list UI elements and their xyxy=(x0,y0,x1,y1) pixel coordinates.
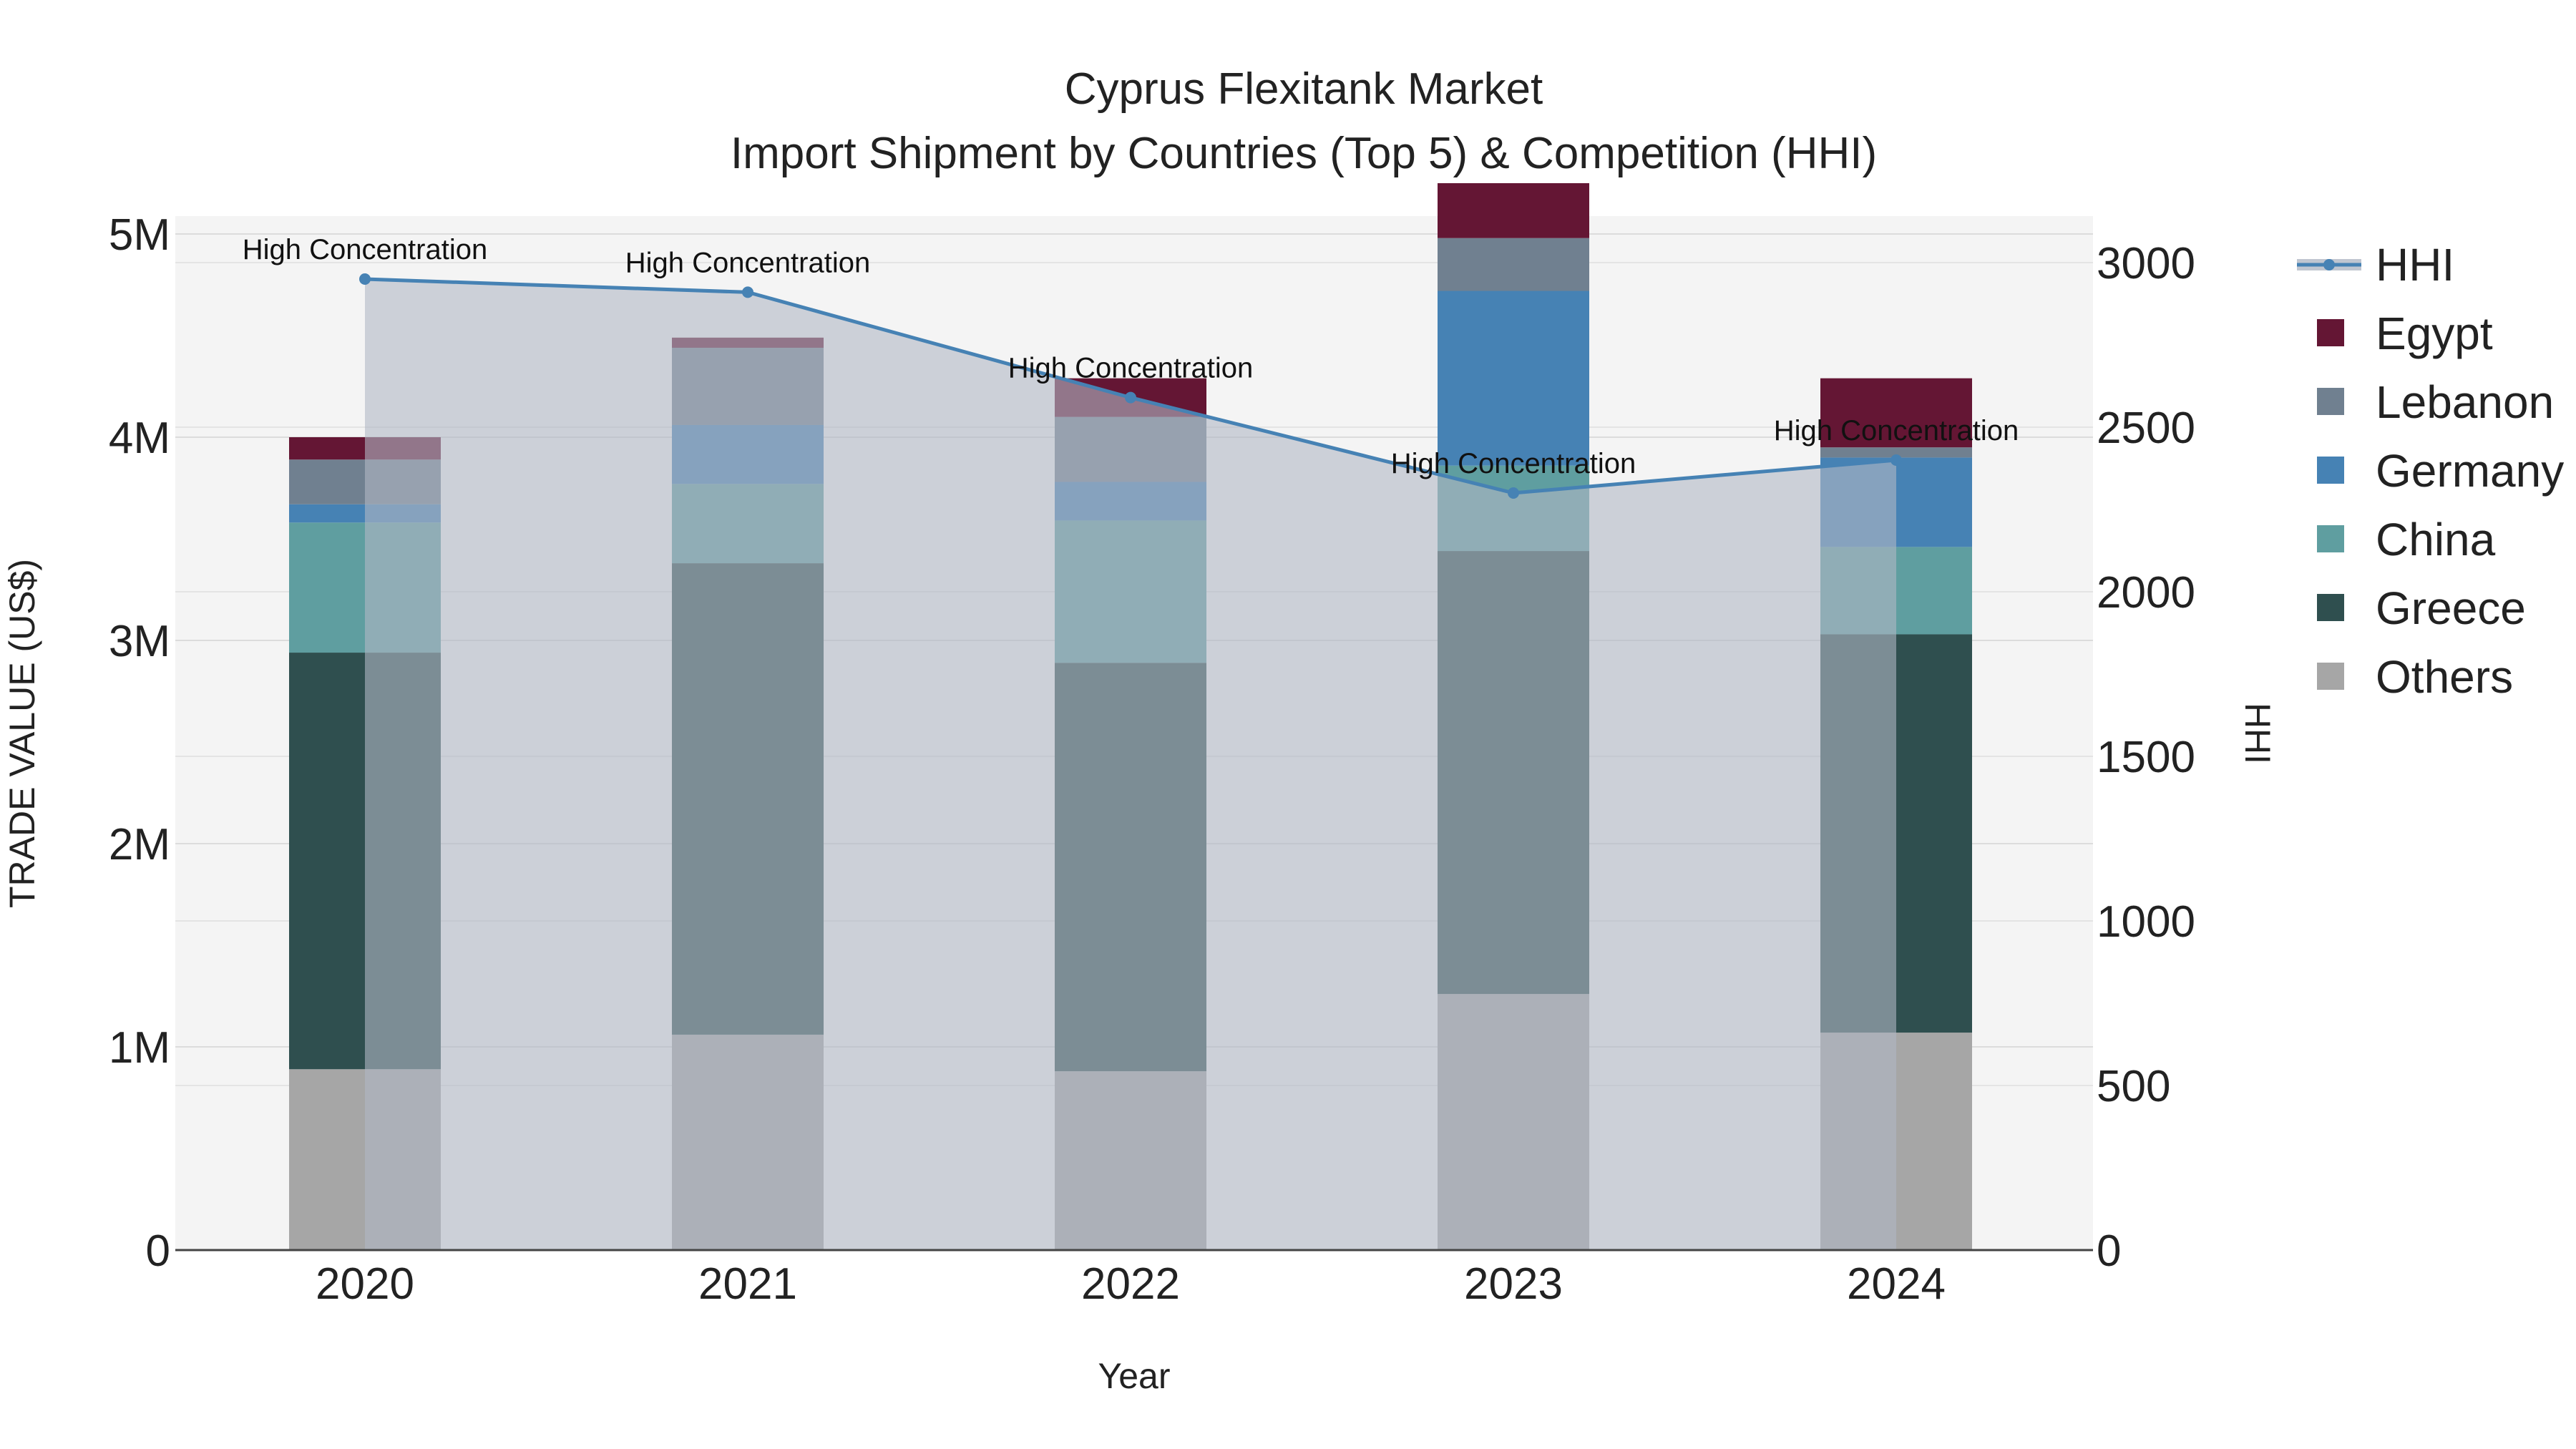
y2-tick-label: 2000 xyxy=(2097,568,2195,618)
legend-label-greece: Greece xyxy=(2376,582,2526,634)
y2-tick-label: 1500 xyxy=(2097,733,2195,782)
hhi-point-2023 xyxy=(1508,487,1519,499)
y-axis-title: TRADE VALUE (US$) xyxy=(2,559,42,908)
y2-tick-label: 2500 xyxy=(2097,404,2195,453)
hhi-annotation-2020: High Concentration xyxy=(243,234,487,265)
legend-label-egypt: Egypt xyxy=(2376,308,2493,359)
x-tick-label: 2024 xyxy=(1847,1259,1946,1309)
y2-axis-title: HHI xyxy=(2238,703,2278,764)
y-axis-ticks: 0 1M 2M 3M 4M 5M xyxy=(109,210,170,1276)
legend-swatch-egypt xyxy=(2317,319,2344,346)
hhi-area xyxy=(365,279,1896,1250)
hhi-point-2022 xyxy=(1125,391,1136,404)
x-axis-title: Year xyxy=(1098,1356,1170,1396)
legend-swatch-china xyxy=(2317,525,2344,552)
y-tick-label: 2M xyxy=(109,820,170,869)
legend-swatch-lebanon xyxy=(2317,388,2344,415)
y2-tick-label: 1000 xyxy=(2097,897,2195,947)
hhi-point-2024 xyxy=(1890,454,1902,466)
legend-swatch-greece xyxy=(2317,594,2344,621)
hhi-point-2020 xyxy=(359,273,371,285)
chart-title: Cyprus Flexitank Market xyxy=(1065,64,1543,114)
bar-lebanon-2023 xyxy=(1438,238,1589,291)
bar-lebanon-2024 xyxy=(1820,447,1972,458)
legend-swatch-hhi-marker xyxy=(2323,259,2335,270)
x-tick-label: 2023 xyxy=(1464,1259,1563,1309)
legend-label-china: China xyxy=(2376,514,2496,565)
x-tick-label: 2021 xyxy=(698,1259,797,1309)
hhi-line-layer xyxy=(359,273,1902,499)
bar-egypt-2024 xyxy=(1820,378,1972,448)
x-tick-label: 2022 xyxy=(1081,1259,1180,1309)
legend-label-hhi: HHI xyxy=(2376,239,2454,291)
bar-egypt-2023 xyxy=(1438,183,1589,238)
y2-axis-ticks: 0 500 1000 1500 2000 2500 3000 xyxy=(2097,239,2195,1276)
y-tick-label: 4M xyxy=(109,414,170,463)
hhi-point-2021 xyxy=(742,286,753,298)
y-tick-label: 3M xyxy=(109,617,170,666)
legend-label-germany: Germany xyxy=(2376,445,2564,497)
legend-swatch-germany xyxy=(2317,457,2344,484)
bar-germany-2023 xyxy=(1438,291,1589,466)
hhi-area-layer xyxy=(365,279,1896,1250)
y-tick-label: 1M xyxy=(109,1023,170,1073)
y2-tick-label: 500 xyxy=(2097,1062,2170,1111)
x-axis-ticks: 2020 2021 2022 2023 2024 xyxy=(316,1259,1946,1309)
legend-swatch-others xyxy=(2317,663,2344,690)
hhi-annotations: High Concentration High Concentration High… xyxy=(243,234,2019,479)
legend-label-others: Others xyxy=(2376,651,2513,703)
hhi-annotation-2024: High Concentration xyxy=(1774,415,2019,447)
hhi-annotation-2021: High Concentration xyxy=(625,247,870,278)
y-tick-label: 5M xyxy=(109,210,170,260)
legend-label-lebanon: Lebanon xyxy=(2376,376,2554,428)
legend: HHI Egypt Lebanon Germany China Greece Others xyxy=(2297,239,2564,703)
y2-tick-label: 0 xyxy=(2097,1226,2121,1276)
hhi-annotation-2023: High Concentration xyxy=(1391,448,1636,479)
y2-tick-label: 3000 xyxy=(2097,239,2195,288)
y-tick-label: 0 xyxy=(146,1226,170,1276)
x-tick-label: 2020 xyxy=(316,1259,414,1309)
hhi-annotation-2022: High Concentration xyxy=(1008,353,1253,384)
chart-subtitle: Import Shipment by Countries (Top 5) & C… xyxy=(731,129,1877,178)
